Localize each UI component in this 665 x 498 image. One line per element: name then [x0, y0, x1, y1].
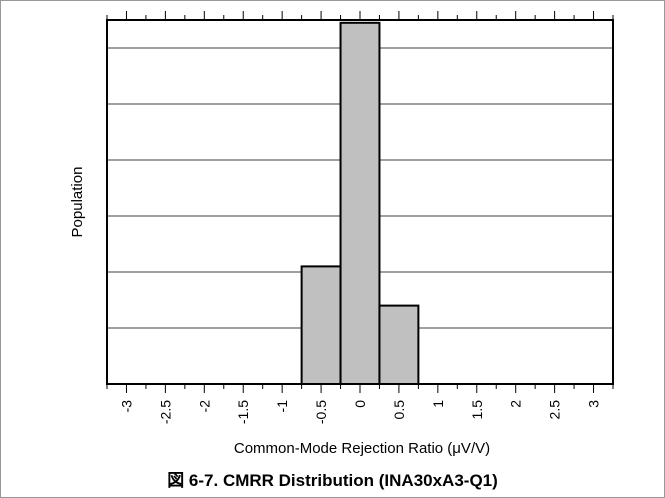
x-tick-label: 0: [352, 400, 368, 408]
histogram-bar: [339, 21, 381, 386]
x-tick-label: -2: [196, 400, 212, 413]
x-tick-label: -1.5: [235, 400, 251, 424]
x-tick-label: 2: [508, 400, 524, 408]
x-tick-label: 3: [586, 400, 602, 408]
x-ticks: -3 -2.5 -2 -1.5 -1 -0.5 0 0.5 1 1.5 2 2.5 3: [106, 11, 614, 424]
x-tick-label: 2.5: [547, 400, 563, 420]
x-tick-label: 0.5: [391, 400, 407, 420]
x-tick-label: -1: [274, 400, 290, 413]
histogram-bar: [378, 304, 420, 386]
figure-caption: 図 6-7. CMRR Distribution (INA30xA3-Q1): [0, 466, 665, 491]
y-axis-label: Population: [69, 167, 86, 238]
histogram-bars: [300, 21, 420, 386]
histogram-bar: [300, 265, 342, 385]
x-axis-label: Common-Mode Rejection Ratio (μV/V): [234, 440, 490, 457]
x-tick-label: 1: [430, 400, 446, 408]
x-tick-label: 1.5: [469, 400, 485, 420]
figure-caption-prefix: 図: [167, 471, 185, 491]
x-tick-label: -2.5: [157, 400, 173, 424]
x-tick-label: -3: [118, 400, 134, 413]
figure-caption-text: 6-7. CMRR Distribution (INA30xA3-Q1): [184, 471, 498, 490]
x-tick-label: -0.5: [313, 400, 329, 424]
